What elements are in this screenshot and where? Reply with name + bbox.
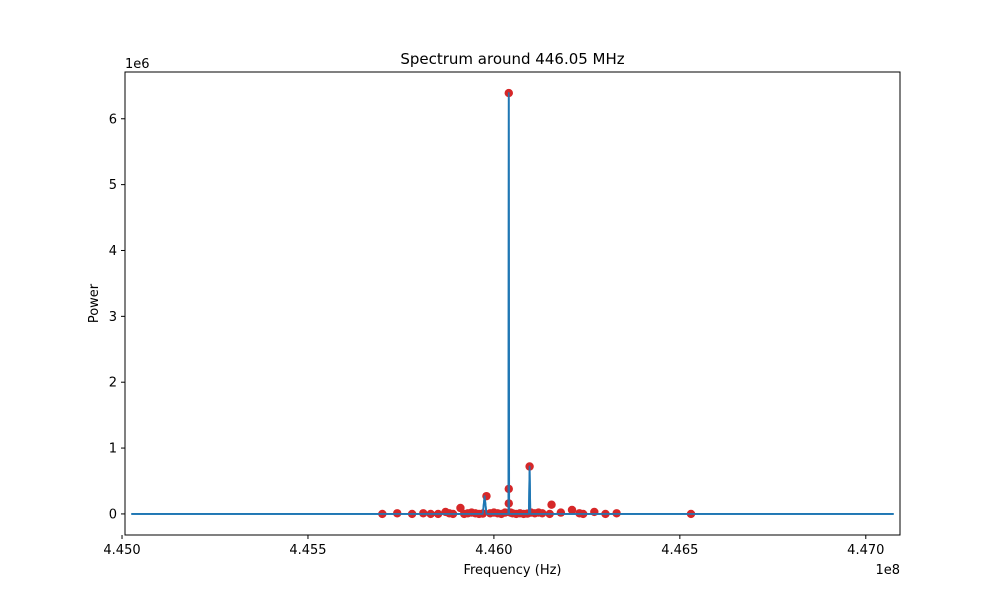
plot-area <box>125 72 900 535</box>
plot-frame <box>124 71 901 536</box>
spectrum-line-overlay <box>131 92 894 515</box>
x-tick-label: 4.460 <box>475 543 512 558</box>
y-tick-label: 4 <box>109 244 117 259</box>
x-tick-label: 4.450 <box>103 543 140 558</box>
peak-marker <box>556 508 566 517</box>
x-tick-label: 4.455 <box>289 543 326 558</box>
x-tick-label: 4.470 <box>847 543 884 558</box>
y-tick-label: 1 <box>109 442 117 457</box>
y-tick-label: 5 <box>109 178 117 193</box>
y-axis-ticks: 0 1 2 3 4 5 6 <box>109 112 125 522</box>
x-axis-label: Frequency (Hz) <box>463 563 561 578</box>
x-axis-ticks: 4.450 4.455 4.460 4.465 4.470 <box>103 535 884 558</box>
y-tick-label: 6 <box>109 112 117 127</box>
x-axis-offset-label: 1e8 <box>875 563 900 578</box>
y-axis-label: Power <box>87 283 102 323</box>
chart-title: Spectrum around 446.05 MHz <box>400 50 624 68</box>
y-tick-label: 3 <box>109 310 117 325</box>
series-layer <box>131 88 894 519</box>
y-tick-label: 0 <box>109 507 117 522</box>
peak-marker <box>547 500 556 509</box>
peak-marker <box>567 505 577 515</box>
y-tick-label: 2 <box>109 376 117 391</box>
peak-marker <box>590 507 599 517</box>
x-tick-label: 4.465 <box>661 543 698 558</box>
y-axis-offset-label: 1e6 <box>125 57 150 72</box>
